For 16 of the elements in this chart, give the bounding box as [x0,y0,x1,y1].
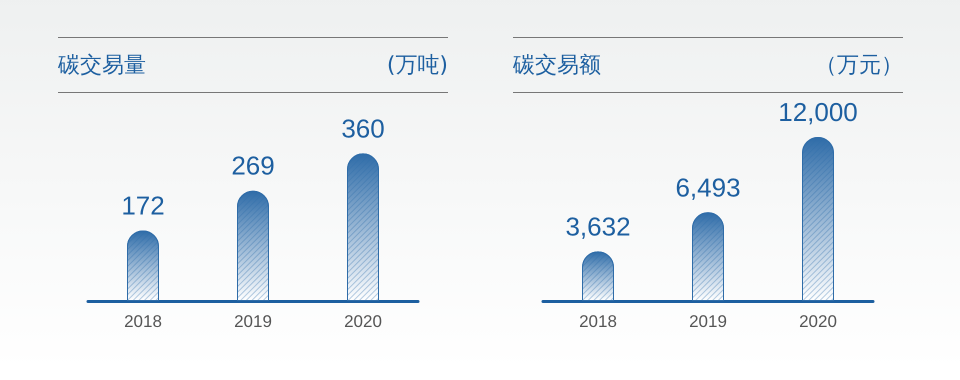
x-tick-label: 2019 [689,312,727,331]
x-tick-label: 2020 [799,312,837,331]
x-tick-label: 2018 [579,312,617,331]
data-label: 12,000 [778,97,858,127]
y-axis-title: (万吨) [386,52,448,80]
data-label: 3,632 [565,211,631,242]
x-tick-label: 2019 [234,312,272,331]
x-tick-label: 2020 [344,312,382,331]
y-axis-title: （万元） [815,52,903,80]
data-label: 269 [231,150,275,181]
x-tick-label: 2018 [124,312,162,331]
chart-title: 碳交易量 [58,52,146,80]
chart-title: 碳交易额 [513,52,601,80]
data-label: 360 [341,113,385,144]
data-label: 172 [121,190,165,220]
data-label: 6,493 [675,172,741,202]
